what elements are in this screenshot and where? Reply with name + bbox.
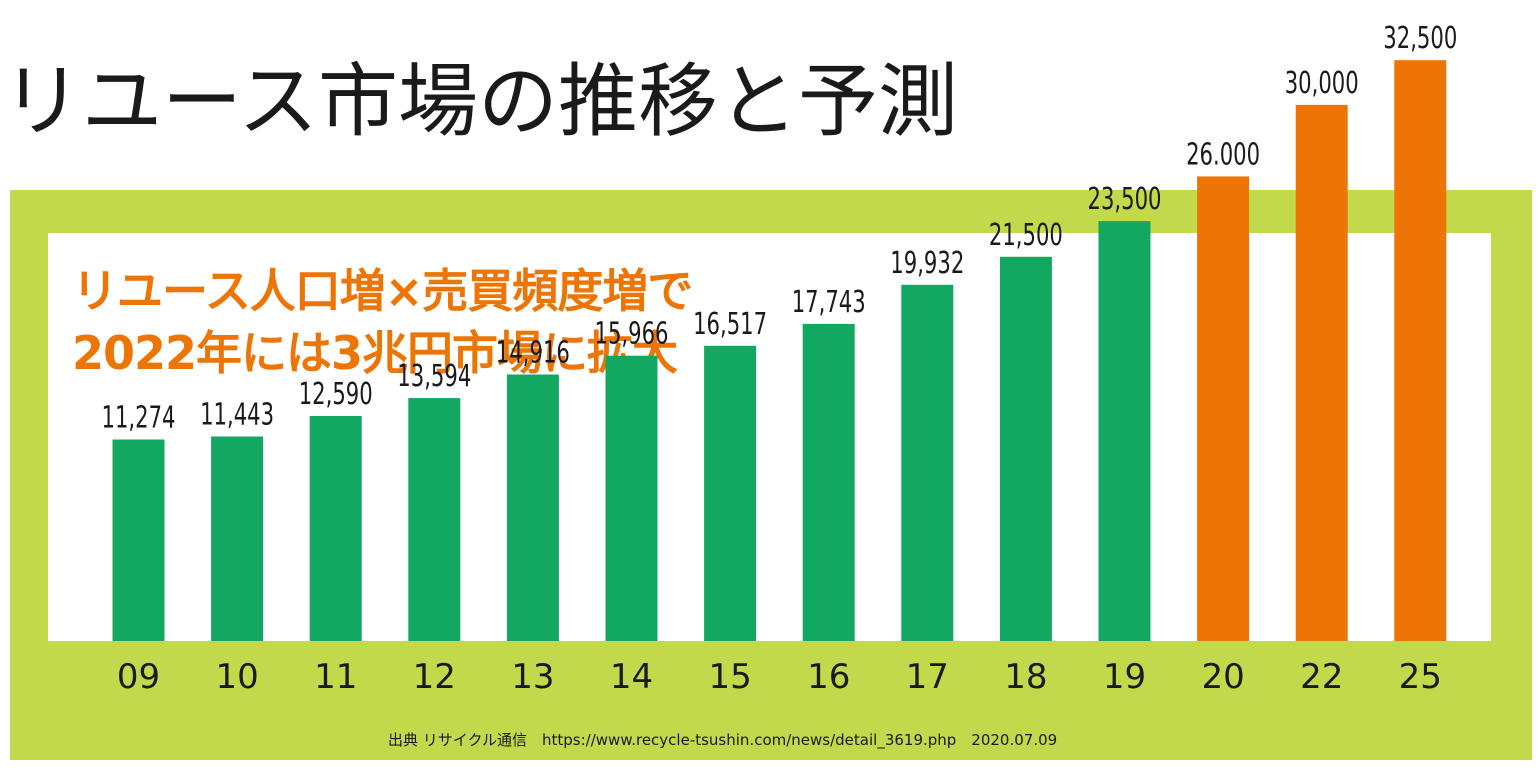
category-label-11: 11	[314, 657, 357, 697]
bar-25	[1394, 60, 1447, 641]
category-label-14: 14	[610, 657, 653, 697]
bar-13	[506, 374, 559, 641]
value-label-16: 17,743	[792, 285, 866, 320]
category-label-25: 25	[1399, 657, 1442, 697]
value-label-10: 11,443	[200, 398, 274, 433]
category-label-22: 22	[1300, 657, 1343, 697]
bar-16	[802, 323, 855, 641]
category-label-19: 19	[1103, 657, 1146, 697]
bar-18	[999, 256, 1052, 641]
value-label-09: 11,274	[102, 401, 176, 436]
bar-10	[211, 436, 264, 641]
category-label-20: 20	[1201, 657, 1244, 697]
bar-12	[408, 398, 461, 641]
value-label-19: 23,500	[1088, 182, 1162, 217]
bar-20	[1197, 176, 1250, 641]
value-label-11: 12,590	[299, 377, 373, 412]
category-label-18: 18	[1004, 657, 1047, 697]
bar-19	[1098, 221, 1151, 641]
value-label-25: 32,500	[1383, 21, 1457, 56]
category-label-13: 13	[511, 657, 554, 697]
bar-09	[112, 439, 165, 641]
headline-line-1: リユース人口増×売買頻度増で	[72, 264, 693, 318]
bar-17	[901, 284, 954, 641]
category-label-15: 15	[708, 657, 751, 697]
headline: リユース人口増×売買頻度増で 2022年には3兆円市場に拡大	[72, 260, 693, 384]
bar-15	[704, 345, 757, 641]
value-label-15: 16,517	[693, 307, 767, 342]
value-label-13: 14,916	[496, 336, 570, 371]
value-label-22: 30,000	[1285, 66, 1359, 101]
value-label-18: 21,500	[989, 218, 1063, 253]
category-label-17: 17	[906, 657, 949, 697]
category-label-12: 12	[413, 657, 456, 697]
category-label-09: 09	[117, 657, 160, 697]
bar-22	[1295, 104, 1348, 641]
bar-14	[605, 355, 658, 641]
category-label-10: 10	[215, 657, 258, 697]
value-label-17: 19,932	[890, 246, 964, 281]
page-title: リユース市場の推移と予測	[2, 55, 958, 148]
category-label-16: 16	[807, 657, 850, 697]
value-label-14: 15,966	[595, 317, 669, 352]
value-label-20: 26.000	[1186, 137, 1260, 172]
bar-11	[309, 416, 362, 641]
source-note: 出典 リサイクル通信 https://www.recycle-tsushin.c…	[388, 731, 1058, 749]
chart-panel	[48, 233, 1491, 641]
headline-line-2: 2022年には3兆円市場に拡大	[72, 326, 678, 380]
value-label-12: 13,594	[397, 359, 471, 394]
